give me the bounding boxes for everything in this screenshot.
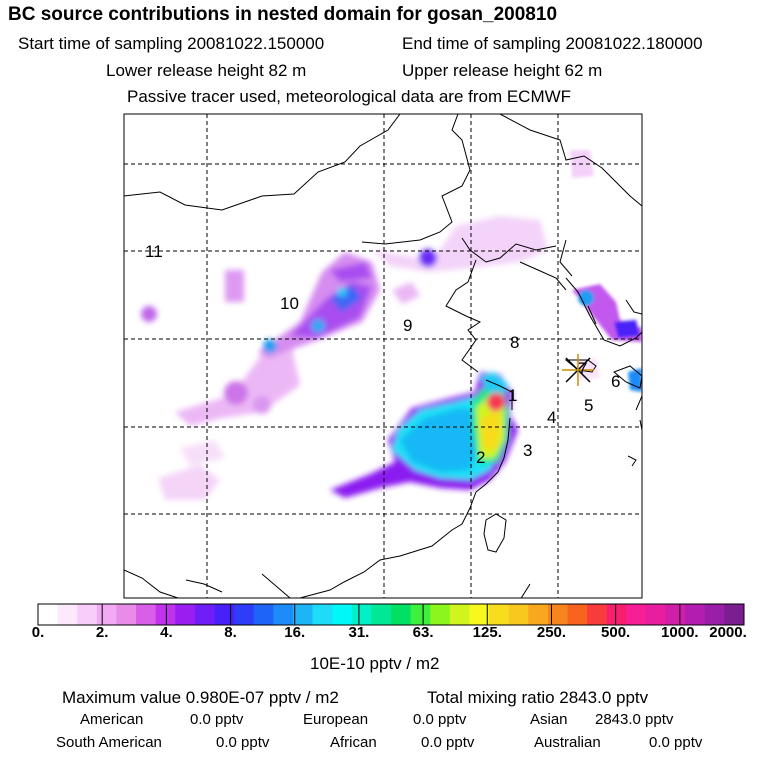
colorbar-segment xyxy=(626,604,647,625)
colorbar xyxy=(37,603,745,626)
colorbar-segment xyxy=(273,604,294,625)
region-label: 1 xyxy=(508,386,517,405)
colorbar-segment xyxy=(724,604,745,625)
region-label: 11 xyxy=(145,242,163,261)
colorbar-segment xyxy=(704,604,725,625)
colorbar-segment xyxy=(371,604,392,625)
american-value: 0.0 pptv xyxy=(190,711,244,728)
colorbar-units: 10E-10 pptv / m2 xyxy=(310,654,440,673)
colorbar-segment xyxy=(332,604,353,625)
end-time: End time of sampling 20081022.180000 xyxy=(402,34,703,53)
upper-release-height: Upper release height 62 m xyxy=(402,61,603,80)
colorbar-tick-label: 8. xyxy=(224,624,237,641)
colorbar-segment xyxy=(508,604,529,625)
colorbar-tick-label: 500. xyxy=(601,624,631,641)
european-label: European xyxy=(303,711,369,728)
main-plume xyxy=(330,372,518,498)
colorbar-tick-label: 2. xyxy=(95,624,109,641)
south-american-value: 0.0 pptv xyxy=(216,734,270,751)
colorbar-segment xyxy=(489,604,510,625)
colorbar-tick-label: 63. xyxy=(412,624,434,641)
colorbar-tick-label: 4. xyxy=(160,624,173,641)
colorbar-segment xyxy=(194,604,215,625)
australian-value: 0.0 pptv xyxy=(649,734,703,751)
western-plume xyxy=(141,270,300,500)
colorbar-tick-label: 1000. xyxy=(661,624,699,641)
chart-title: BC source contributions in nested domain… xyxy=(8,4,558,25)
colorbar-segment xyxy=(234,604,255,625)
region-label: 5 xyxy=(584,396,593,415)
map-frame xyxy=(123,113,643,599)
lower-release-height: Lower release height 82 m xyxy=(106,61,307,80)
colorbar-segment xyxy=(77,604,98,625)
region-label: 2 xyxy=(476,448,485,467)
australian-label: Australian xyxy=(534,734,601,751)
colorbar-segment xyxy=(136,604,157,625)
region-label: 6 xyxy=(611,372,620,391)
colorbar-frame xyxy=(37,603,745,626)
colorbar-segment xyxy=(430,604,451,625)
asian-value: 2843.0 pptv xyxy=(595,711,674,728)
colorbar-segment xyxy=(116,604,137,625)
colorbar-segment xyxy=(175,604,196,625)
african-label: African xyxy=(330,734,377,751)
plume-layer xyxy=(141,150,642,500)
colorbar-tick-label: 250. xyxy=(536,624,567,641)
colorbar-segment xyxy=(528,604,549,625)
northern-plume xyxy=(258,216,548,358)
colorbar-tick-label: 0. xyxy=(31,624,45,641)
colorbar-segment xyxy=(351,604,372,625)
region-label: 10 xyxy=(280,294,299,313)
coastlines xyxy=(124,114,642,598)
region-label: 7 xyxy=(578,359,587,378)
asian-label: Asian xyxy=(530,711,568,728)
korea-plume xyxy=(570,150,642,392)
colorbar-segment xyxy=(685,604,706,625)
european-value: 0.0 pptv xyxy=(413,711,467,728)
region-label: 8 xyxy=(510,333,519,352)
region-label: 3 xyxy=(523,441,532,460)
colorbar-segment xyxy=(547,604,568,625)
colorbar-segment xyxy=(645,604,666,625)
colorbar-tick-label: 125. xyxy=(472,624,502,641)
lat-lon-grid xyxy=(124,114,642,598)
colorbar-segment xyxy=(665,604,686,625)
colorbar-segment xyxy=(567,604,588,625)
colorbar-segment xyxy=(449,604,470,625)
colorbar-segment xyxy=(57,604,78,625)
colorbar-segment xyxy=(214,604,235,625)
tracer-note: Passive tracer used, meteorological data… xyxy=(127,87,572,106)
receptor-marker xyxy=(562,354,594,386)
colorbar-tick-label: 2000. xyxy=(709,624,747,641)
maximum-value: Maximum value 0.980E-07 pptv / m2 xyxy=(62,688,339,707)
start-time: Start time of sampling 20081022.150000 xyxy=(18,34,325,53)
colorbar-segment xyxy=(253,604,274,625)
colorbar-segment xyxy=(391,604,412,625)
region-label: 9 xyxy=(403,316,412,335)
african-value: 0.0 pptv xyxy=(421,734,475,751)
colorbar-segment xyxy=(410,604,431,625)
region-labels: 1 2 3 4 5 6 7 8 9 10 11 xyxy=(145,242,620,467)
colorbar-tick-label: 31. xyxy=(348,624,370,641)
colorbar-segment xyxy=(38,604,59,625)
total-mixing-ratio: Total mixing ratio 2843.0 pptv xyxy=(427,688,649,707)
colorbar-segment xyxy=(587,604,608,625)
colorbar-segment xyxy=(312,604,333,625)
colorbar-segment xyxy=(155,604,176,625)
colorbar-segment xyxy=(96,604,117,625)
colorbar-segment xyxy=(292,604,313,625)
colorbar-segment xyxy=(469,604,490,625)
region-label: 4 xyxy=(547,408,556,427)
colorbar-tick-label: 16. xyxy=(284,624,306,641)
colorbar-segment xyxy=(606,604,627,625)
south-american-label: South American xyxy=(56,734,162,751)
american-label: American xyxy=(80,711,144,728)
